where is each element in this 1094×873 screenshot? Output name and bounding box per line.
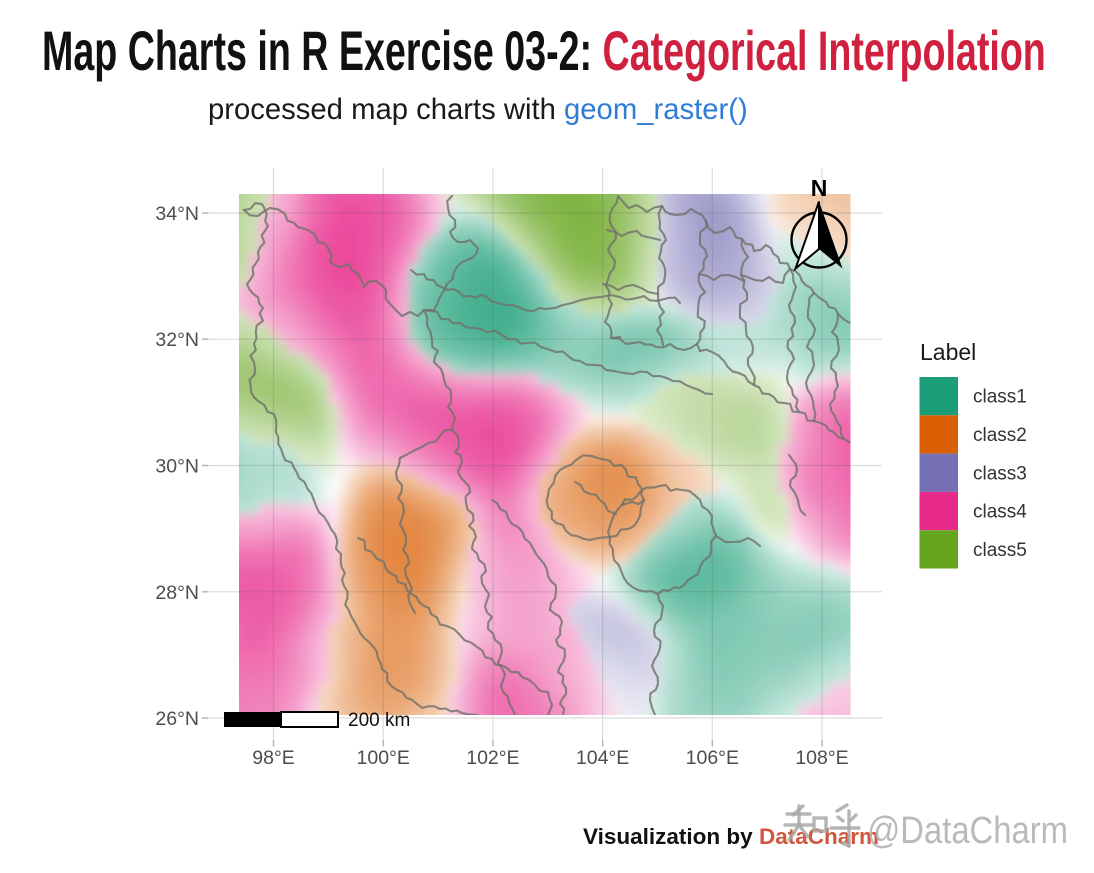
svg-text:class2: class2	[973, 425, 1027, 446]
svg-text:28°N: 28°N	[155, 582, 199, 604]
svg-text:class4: class4	[973, 502, 1027, 523]
svg-text:32°N: 32°N	[155, 329, 199, 351]
svg-text:104°E: 104°E	[576, 747, 629, 769]
svg-text:class1: class1	[973, 387, 1027, 408]
svg-text:N: N	[811, 175, 828, 201]
svg-text:100°E: 100°E	[357, 747, 410, 769]
svg-text:class3: class3	[973, 463, 1027, 484]
svg-text:class5: class5	[973, 540, 1027, 561]
svg-text:108°E: 108°E	[795, 747, 848, 769]
svg-text:34°N: 34°N	[155, 203, 199, 225]
svg-text:200 km: 200 km	[348, 710, 410, 731]
svg-text:Label: Label	[920, 339, 976, 365]
svg-text:26°N: 26°N	[155, 708, 199, 730]
svg-text:106°E: 106°E	[686, 747, 739, 769]
svg-text:98°E: 98°E	[252, 747, 295, 769]
svg-text:30°N: 30°N	[155, 456, 199, 478]
svg-text:102°E: 102°E	[466, 747, 519, 769]
